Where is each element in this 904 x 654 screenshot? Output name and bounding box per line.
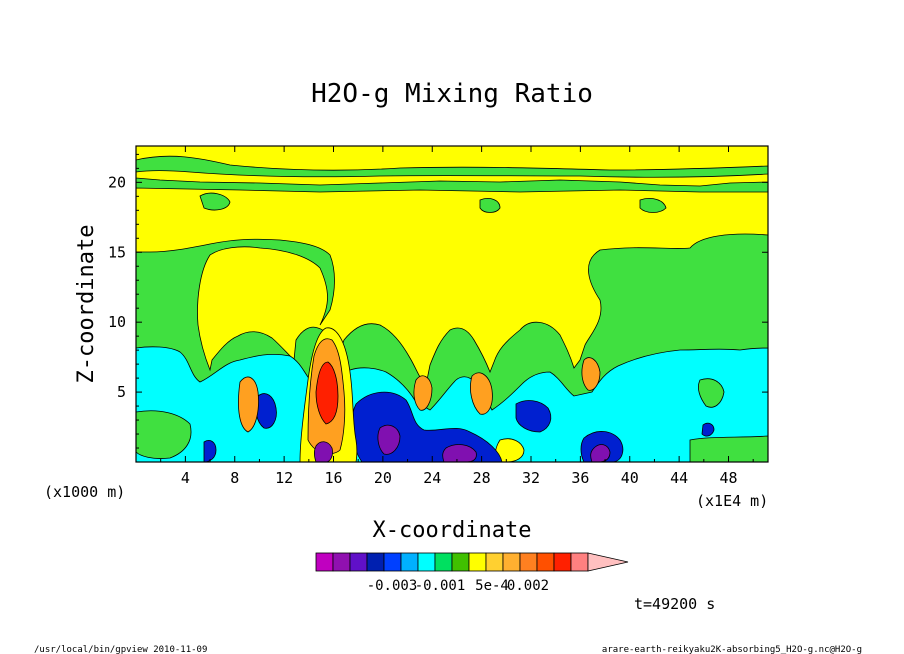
y-tick-label: 20 xyxy=(108,173,126,191)
chart-title: H2O-g Mixing Ratio xyxy=(311,79,593,109)
region-green-strip xyxy=(136,155,768,178)
y-tick-label: 5 xyxy=(117,383,126,401)
colorbar-label: -0.001 xyxy=(415,578,466,594)
colorbar-swatch xyxy=(502,552,521,572)
region-green-patch xyxy=(136,410,192,459)
x-tick-label: 36 xyxy=(571,469,589,487)
colorbar xyxy=(315,552,629,572)
colorbar-swatch xyxy=(434,552,453,572)
colorbar-swatch xyxy=(366,552,385,572)
colorbar-label: 0.002 xyxy=(507,578,549,594)
region-purple xyxy=(377,424,401,455)
y-tick-label: 15 xyxy=(108,243,126,261)
x-tick-label: 16 xyxy=(324,469,342,487)
x-axis-label: X-coordinate xyxy=(373,518,532,543)
colorbar-swatch xyxy=(485,552,504,572)
x-tick-label: 28 xyxy=(473,469,491,487)
colorbar-label: -0.003 xyxy=(367,578,418,594)
contour-plot xyxy=(136,146,768,462)
x-tick-label: 20 xyxy=(374,469,392,487)
y-tick-label: 10 xyxy=(108,313,126,331)
region-purple xyxy=(442,444,477,462)
x-unit-right: (x1E4 m) xyxy=(696,492,768,510)
region-purple-base xyxy=(314,441,333,462)
region-orange xyxy=(470,372,493,415)
y-axis: 5 10 15 20 xyxy=(108,153,768,449)
colorbar-swatch xyxy=(519,552,538,572)
region-green-patch xyxy=(689,435,768,462)
colorbar-label: 5e-4 xyxy=(475,578,509,594)
x-tick-label: 8 xyxy=(230,469,239,487)
colorbar-swatch xyxy=(332,552,351,572)
region-blue xyxy=(515,400,552,433)
colorbar-swatch xyxy=(417,552,436,572)
y-axis-label: Z-coordinate xyxy=(74,225,99,384)
colorbar-swatch xyxy=(468,552,487,572)
region-island xyxy=(479,198,501,213)
region-orange xyxy=(413,375,433,411)
x-axis: 4 8 12 16 20 24 28 32 36 40 44 48 xyxy=(160,146,754,487)
footer-right: arare-earth-reikyaku2K-absorbing5_H2O-g.… xyxy=(602,645,862,654)
region-orange xyxy=(581,357,601,391)
x-tick-label: 4 xyxy=(181,469,190,487)
region-orange xyxy=(238,376,259,433)
colorbar-swatch xyxy=(383,552,402,572)
plot-frame xyxy=(135,145,769,463)
colorbar-swatch xyxy=(400,552,419,572)
colorbar-swatch xyxy=(570,552,589,572)
footer-left: /usr/local/bin/gpview 2010-11-09 xyxy=(34,645,207,654)
region-red-tower xyxy=(315,361,339,425)
region-island xyxy=(199,192,231,211)
x-tick-label: 12 xyxy=(275,469,293,487)
x-unit-left: (x1000 m) xyxy=(44,483,125,501)
x-tick-label: 24 xyxy=(423,469,441,487)
colorbar-swatch xyxy=(536,552,555,572)
region-blue xyxy=(701,422,715,437)
x-tick-label: 32 xyxy=(522,469,540,487)
colorbar-swatch xyxy=(553,552,572,572)
time-label: t=49200 s xyxy=(634,595,715,613)
colorbar-extend xyxy=(587,552,629,572)
x-tick-label: 40 xyxy=(621,469,639,487)
region-island xyxy=(639,198,667,213)
x-tick-label: 44 xyxy=(670,469,688,487)
colorbar-labels: -0.003-0.001 5e-40.002 xyxy=(367,578,549,594)
colorbar-swatch xyxy=(315,552,334,572)
colorbar-swatch xyxy=(451,552,470,572)
x-tick-label: 48 xyxy=(719,469,737,487)
colorbar-swatch xyxy=(349,552,368,572)
region-green-patch xyxy=(698,378,725,408)
